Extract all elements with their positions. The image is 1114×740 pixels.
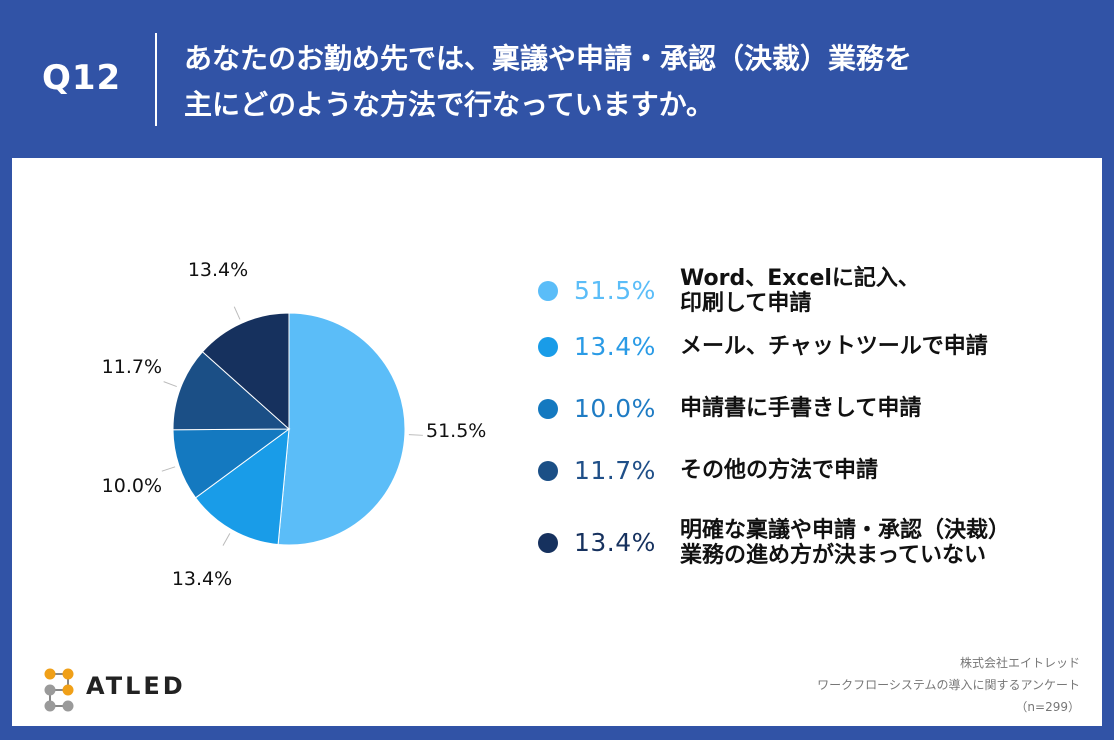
question-line-1: あなたのお勤め先では、稟議や申請・承認（決裁）業務を [184, 42, 913, 75]
legend-label: 申請書に手書きして申請 [680, 396, 1080, 421]
leader-line [161, 466, 176, 472]
atled-logo-mark [44, 668, 74, 712]
legend-label: その他の方法で申請 [680, 458, 1080, 483]
legend-percent: 11.7% [574, 456, 656, 485]
leader-line [222, 533, 231, 546]
legend-swatch [538, 399, 558, 419]
legend-item: 51.5% Word、Excelに記入、 印刷して申請 [538, 266, 1078, 326]
footer-company: 株式会社エイトレッド [959, 656, 1080, 670]
header-divider [155, 33, 157, 126]
survey-footer: 株式会社エイトレッド ワークフローシステムの導入に関するアンケート （n=299… [680, 652, 1080, 718]
pie-slice [172, 428, 291, 499]
question-text: あなたのお勤め先では、稟議や申請・承認（決裁）業務を 主にどのような方法で行なっ… [184, 36, 1084, 128]
legend-swatch [538, 461, 558, 481]
legend-label-line: メール、チャットツールで申請 [680, 334, 988, 359]
pie-slice [201, 312, 290, 431]
footer-sample-size: （n=299） [1015, 700, 1080, 714]
legend-label-line: その他の方法で申請 [680, 458, 879, 483]
legend-label-line: 業務の進め方が決まっていない [680, 543, 987, 568]
footer-survey-title: ワークフローシステムの導入に関するアンケート [817, 678, 1080, 692]
pie-data-label: 13.4% [172, 568, 232, 590]
legend-label-line: 申請書に手書きして申請 [680, 396, 922, 421]
pie-data-label: 13.4% [188, 259, 248, 281]
legend-item: 13.4% メール、チャットツールで申請 [538, 332, 1080, 394]
legend-label-line: 印刷して申請 [680, 291, 812, 316]
chart-card: 51.5% 13.4% 10.0% 11.7% 13.4% 51.5% Word、Exce… [12, 158, 1102, 726]
pie-data-label: 10.0% [102, 475, 162, 497]
pie-slice [277, 312, 406, 546]
leader-line [408, 434, 423, 436]
atled-logo-text: ATLED [86, 672, 186, 700]
legend-percent: 13.4% [574, 528, 656, 557]
legend-label: 明確な稟議や申請・承認（決裁） 業務の進め方が決まっていない [680, 518, 1080, 568]
atled-logo: ATLED [34, 664, 204, 714]
pie-chart: 51.5% 13.4% 10.0% 11.7% 13.4% [102, 259, 487, 590]
legend-label-line: 明確な稟議や申請・承認（決裁） [680, 518, 1011, 543]
legend-percent: 13.4% [574, 332, 656, 361]
question-line-2: 主にどのような方法で行なっていますか。 [184, 88, 715, 121]
legend-label-line: Word、Excelに記入、 [680, 266, 920, 291]
legend-label: Word、Excelに記入、 印刷して申請 [680, 266, 1080, 316]
legend-percent: 51.5% [574, 276, 656, 305]
legend-item: 11.7% その他の方法で申請 [538, 456, 1080, 518]
question-header: Q12 あなたのお勤め先では、稟議や申請・承認（決裁）業務を 主にどのような方法… [0, 0, 1114, 158]
pie-data-label: 11.7% [102, 356, 162, 378]
question-number: Q12 [42, 58, 122, 98]
leader-line [233, 306, 241, 320]
leader-line [163, 381, 177, 388]
legend-label: メール、チャットツールで申請 [680, 334, 1080, 359]
legend-item: 13.4% 明確な稟議や申請・承認（決裁） 業務の進め方が決まっていない [538, 518, 1078, 578]
pie-slice [194, 427, 290, 546]
legend-swatch [538, 533, 558, 553]
legend-swatch [538, 337, 558, 357]
legend-swatch [538, 281, 558, 301]
legend-percent: 10.0% [574, 394, 656, 423]
pie-data-label: 51.5% [426, 420, 486, 442]
legend-item: 10.0% 申請書に手書きして申請 [538, 394, 1080, 456]
pie-slice [172, 351, 291, 431]
